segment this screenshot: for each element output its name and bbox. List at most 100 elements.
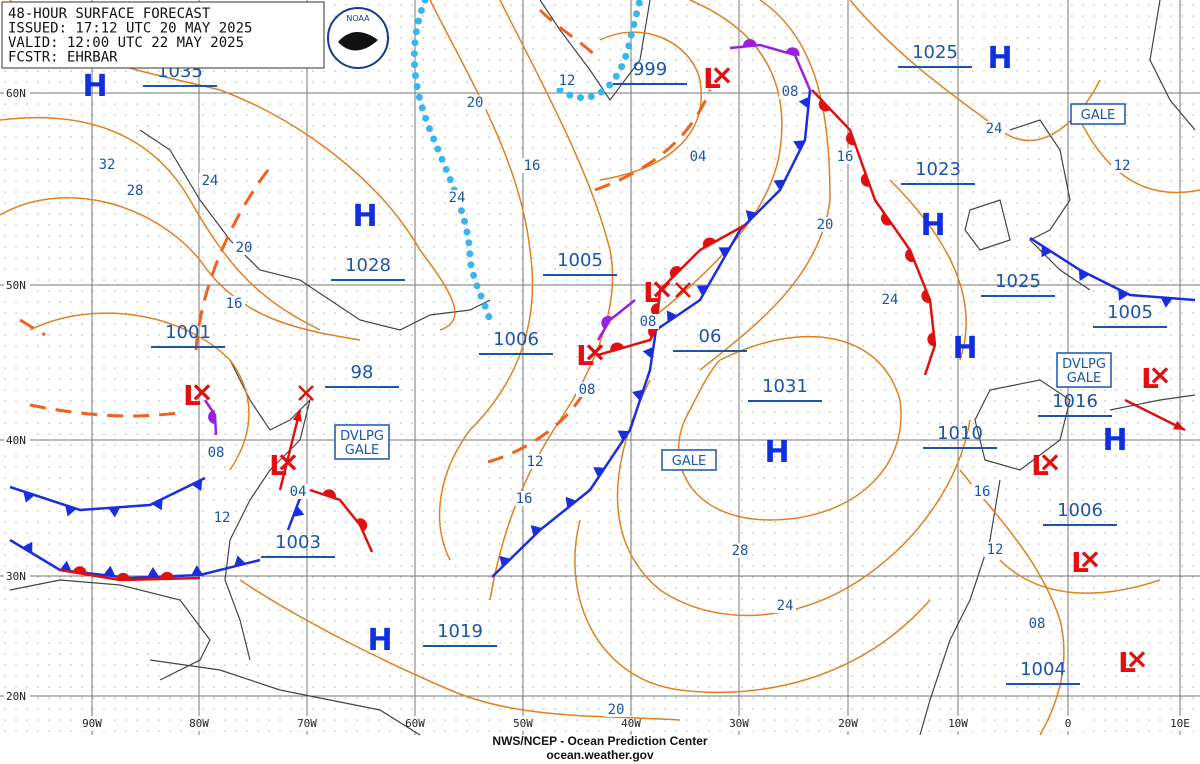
warm-front-pip xyxy=(116,572,131,581)
warning-box xyxy=(334,424,390,460)
pressure-label: 1019 xyxy=(437,621,483,642)
warm-front-pip xyxy=(905,248,915,263)
warm-front-pip xyxy=(702,237,716,248)
header-box xyxy=(1,1,325,69)
front xyxy=(655,89,812,332)
low-center-x: × xyxy=(1038,445,1061,478)
isobar xyxy=(616,379,971,617)
front xyxy=(9,476,206,518)
isobar-label-bg xyxy=(814,217,836,232)
cold-front-pip xyxy=(745,210,758,222)
isobar xyxy=(889,179,967,361)
cold-front-pip xyxy=(793,140,805,152)
isobar-label-bg xyxy=(233,240,255,255)
lon-label: 20W xyxy=(838,717,858,730)
lon-label: 80W xyxy=(189,717,209,730)
warm-front-pip xyxy=(927,332,936,347)
warning-text: DVLPG xyxy=(1062,357,1106,372)
warning-box xyxy=(661,449,717,471)
low-center: L xyxy=(1031,449,1049,482)
trough xyxy=(538,8,602,62)
cold-front-pip xyxy=(151,498,163,511)
isobar-label: 08 xyxy=(579,382,596,398)
isobar-label: 20 xyxy=(608,702,625,718)
warm-front-pip xyxy=(742,39,757,47)
trough xyxy=(487,389,587,464)
isobar xyxy=(0,116,321,331)
isobar-label: 24 xyxy=(986,121,1003,137)
lat-label: 30N xyxy=(6,570,26,583)
pressure-label: 06 xyxy=(699,326,722,347)
isobar-label: 08 xyxy=(1029,616,1046,632)
cold-front-pip xyxy=(1078,269,1090,282)
front xyxy=(59,566,201,582)
lon-label-box xyxy=(1164,716,1196,731)
lat-label-box xyxy=(4,277,30,292)
warm-front-pip xyxy=(669,266,682,279)
low-center: L xyxy=(1118,646,1136,679)
isobar-label: 16 xyxy=(524,158,541,174)
coastline xyxy=(919,479,1001,736)
warning-text: GALE xyxy=(1081,108,1115,123)
front-line xyxy=(491,329,658,578)
warning-text: GALE xyxy=(1067,371,1101,386)
warm-front-pip xyxy=(601,315,612,329)
trough xyxy=(19,318,46,337)
isobar xyxy=(599,31,702,181)
front xyxy=(729,39,812,91)
low-center: L xyxy=(1071,546,1089,579)
isobar-label-bg xyxy=(687,149,709,164)
trough xyxy=(29,403,186,418)
isobar-label-bg xyxy=(1111,158,1133,173)
isobar-label-bg xyxy=(124,183,146,198)
isobar xyxy=(574,519,931,694)
isobar-label: 20 xyxy=(467,95,484,111)
coastline xyxy=(974,379,1071,471)
lon-label: 10W xyxy=(948,717,968,730)
coastline xyxy=(539,0,651,102)
isobar xyxy=(699,0,831,371)
isobar-label-bg xyxy=(287,484,309,499)
motion-arrowhead xyxy=(292,410,302,422)
cold-front-pip xyxy=(666,310,678,323)
isobar-label-bg xyxy=(983,121,1005,136)
front-line xyxy=(286,497,302,531)
isobar-label-bg xyxy=(205,445,227,460)
ice-edge-line xyxy=(556,0,644,102)
cold-front-pip xyxy=(718,247,731,258)
trough xyxy=(594,89,712,192)
isobar-label-bg xyxy=(984,542,1006,557)
isobar-label-bg xyxy=(1026,616,1048,631)
isobar-label: 20 xyxy=(236,240,253,256)
cold-front-pip xyxy=(642,346,654,359)
isobar-label-bg xyxy=(637,314,659,329)
ice-edge-line xyxy=(410,0,494,329)
warm-front-pip xyxy=(818,99,831,112)
motion-arrow xyxy=(278,409,302,491)
isobar-label-bg xyxy=(521,158,543,173)
cold-front-pip xyxy=(798,96,810,109)
isobar-label: 04 xyxy=(690,149,707,165)
cold-front-pip xyxy=(632,389,644,401)
lon-label-box xyxy=(723,716,755,731)
isobar-label: 08 xyxy=(782,84,799,100)
warm-front-pip xyxy=(72,566,87,575)
lon-label-box xyxy=(832,716,864,731)
lon-label: 30W xyxy=(729,717,749,730)
isobar-label: 16 xyxy=(516,491,533,507)
coastline xyxy=(1109,394,1196,411)
lon-label-box xyxy=(183,716,215,731)
cold-front-pip xyxy=(1160,297,1173,308)
cold-front-pip xyxy=(191,479,203,492)
low-center: L xyxy=(183,379,201,412)
front xyxy=(203,399,218,436)
lon-label-box xyxy=(291,716,323,731)
isobar-label: 12 xyxy=(559,73,576,89)
cold-front-pip xyxy=(23,491,35,503)
new-low-x xyxy=(675,282,691,298)
warm-front-pip xyxy=(357,518,368,532)
isobar-label-bg xyxy=(96,157,118,172)
low-center: L xyxy=(643,276,661,309)
low-center: L xyxy=(576,339,594,372)
